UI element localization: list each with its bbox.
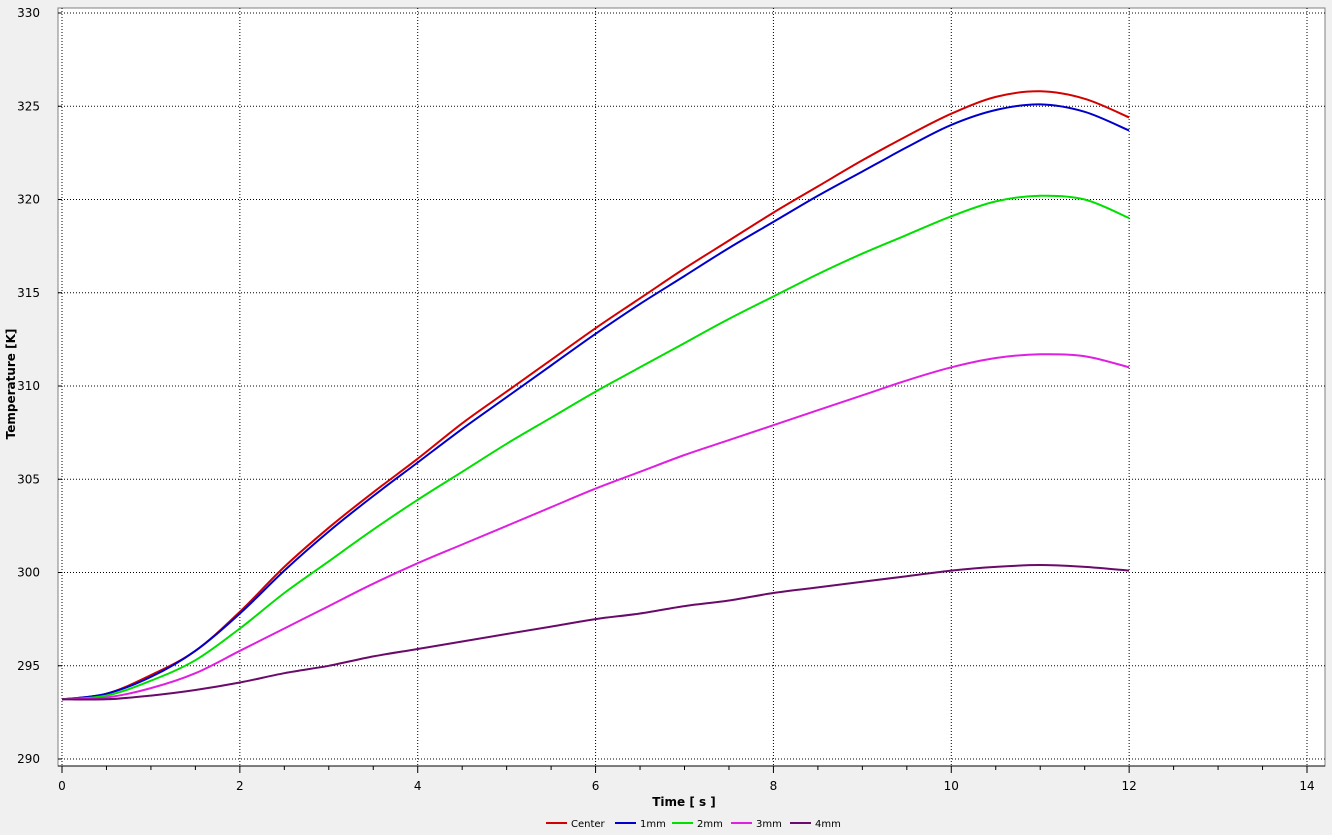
legend-label: 3mm <box>756 819 782 830</box>
series-line-1mm <box>61 103 1130 701</box>
grid <box>58 8 1325 766</box>
legend-label: 2mm <box>697 819 723 830</box>
legend-label: 4mm <box>815 819 841 830</box>
x-tick-label: 12 <box>1122 779 1137 793</box>
y-tick-label: 325 <box>17 99 40 113</box>
series-line-3mm <box>61 353 1130 701</box>
axes: 290 295 300 305 310 315 320 325 330 0 2 4 6 8 10 12 14 <box>17 6 1325 793</box>
series-line-center <box>61 90 1130 701</box>
series-lines <box>61 90 1130 701</box>
y-tick-label: 300 <box>17 566 40 580</box>
y-tick-label: 330 <box>17 6 40 20</box>
x-tick-label: 8 <box>770 779 778 793</box>
y-tick-label: 315 <box>17 286 40 300</box>
x-tick-label: 0 <box>58 779 66 793</box>
x-tick-label: 10 <box>944 779 959 793</box>
y-tick-label: 295 <box>17 659 40 673</box>
y-tick-label: 310 <box>17 379 40 393</box>
y-tick-label: 320 <box>17 193 40 207</box>
x-axis-title: Time [ s ] <box>652 795 716 809</box>
y-axis-title: Temperature [K] <box>4 329 18 440</box>
x-tick-label: 14 <box>1299 779 1314 793</box>
y-tick-label: 305 <box>17 472 40 486</box>
x-tick-label: 6 <box>592 779 600 793</box>
series-line-2mm <box>61 194 1130 701</box>
y-tick-label: 290 <box>17 752 40 766</box>
plot-area <box>57 7 1326 767</box>
legend: Center 1mm 2mm 3mm 4mm <box>546 819 841 830</box>
legend-label: 1mm <box>640 819 666 830</box>
legend-label: Center <box>571 819 606 830</box>
series-line-4mm <box>61 563 1130 701</box>
x-tick-label: 4 <box>414 779 422 793</box>
x-tick-label: 2 <box>236 779 244 793</box>
